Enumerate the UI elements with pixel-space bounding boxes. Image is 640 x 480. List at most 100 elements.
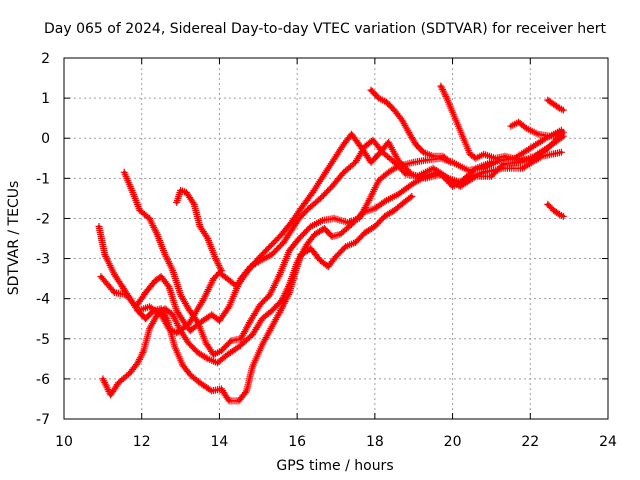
data-point — [124, 293, 128, 297]
data-point — [103, 252, 107, 257]
data-point — [559, 150, 564, 154]
data-point — [386, 170, 391, 174]
data-point — [299, 252, 303, 257]
data-point — [451, 110, 455, 114]
data-point — [318, 196, 323, 200]
series-track-8 — [437, 82, 517, 162]
data-point — [147, 305, 152, 309]
data-point — [458, 184, 462, 188]
data-point — [431, 166, 435, 170]
data-point — [260, 343, 264, 347]
data-point — [179, 293, 183, 297]
x-tick-label: 10 — [55, 434, 73, 450]
y-tick-label: 0 — [41, 131, 50, 147]
data-point — [338, 232, 342, 237]
data-point — [210, 313, 214, 317]
data-point — [136, 361, 140, 365]
data-point — [546, 202, 550, 206]
data-point — [468, 152, 472, 156]
data-point — [377, 178, 381, 182]
data-point — [237, 345, 241, 349]
data-point — [128, 371, 132, 375]
data-point — [482, 170, 486, 174]
data-point — [173, 345, 177, 349]
data-point — [245, 389, 249, 393]
data-point — [309, 224, 313, 229]
data-point — [227, 399, 231, 403]
data-point — [219, 349, 223, 353]
data-point — [332, 216, 336, 220]
y-tick-label: -2 — [36, 211, 50, 227]
data-point — [225, 277, 229, 281]
data-point — [414, 142, 418, 146]
data-point — [546, 98, 550, 102]
data-point — [180, 363, 185, 367]
data-point — [528, 146, 532, 150]
data-point — [373, 206, 377, 210]
y-tick-label: -6 — [36, 372, 50, 388]
data-point — [144, 317, 148, 321]
data-point — [258, 259, 262, 263]
data-point — [198, 224, 202, 229]
data-point — [309, 246, 313, 251]
data-point — [297, 236, 301, 241]
data-point — [270, 309, 274, 313]
data-point — [349, 222, 354, 227]
data-point — [250, 365, 255, 369]
data-point — [410, 194, 414, 198]
data-point — [404, 172, 408, 176]
data-point — [248, 265, 253, 269]
data-point — [561, 108, 565, 112]
data-point — [281, 240, 286, 245]
data-point — [159, 275, 163, 279]
data-point — [188, 329, 192, 333]
series-layer — [95, 82, 567, 405]
data-point — [202, 297, 206, 301]
y-tick-label: -1 — [36, 171, 50, 187]
data-point — [179, 329, 183, 333]
x-tick-label: 14 — [211, 434, 229, 450]
data-point — [449, 160, 453, 164]
data-point — [349, 132, 354, 136]
data-point — [229, 339, 233, 343]
data-point — [318, 259, 323, 263]
data-point — [260, 317, 264, 321]
data-point — [175, 331, 179, 335]
data-point — [144, 291, 148, 295]
data-point — [204, 341, 208, 345]
data-point — [408, 132, 412, 136]
data-point — [289, 228, 293, 233]
data-point — [196, 321, 200, 325]
data-point — [489, 174, 493, 178]
data-point — [239, 277, 243, 281]
data-point — [175, 200, 179, 204]
y-tick-label: -3 — [36, 252, 50, 268]
data-point — [270, 252, 274, 257]
data-point — [305, 242, 309, 247]
data-point — [445, 96, 449, 100]
data-point — [353, 160, 357, 164]
data-point — [196, 351, 200, 355]
series-track-10 — [544, 96, 567, 114]
series-markers — [173, 186, 225, 275]
data-point — [313, 232, 317, 237]
data-point — [435, 170, 439, 174]
data-point — [287, 291, 291, 295]
data-point — [532, 154, 536, 158]
data-point — [503, 154, 507, 158]
data-point — [287, 248, 291, 253]
data-point — [344, 244, 348, 249]
series-track-6 — [173, 186, 225, 275]
data-point — [268, 244, 272, 249]
data-point — [151, 309, 155, 313]
data-point — [456, 124, 460, 128]
data-point — [155, 232, 159, 237]
data-point — [280, 232, 284, 237]
data-point — [155, 313, 159, 317]
data-point — [369, 88, 373, 92]
data-point — [384, 198, 389, 202]
y-tick-label: -4 — [36, 292, 50, 308]
x-tick-label: 18 — [366, 434, 384, 450]
data-point — [561, 214, 565, 218]
